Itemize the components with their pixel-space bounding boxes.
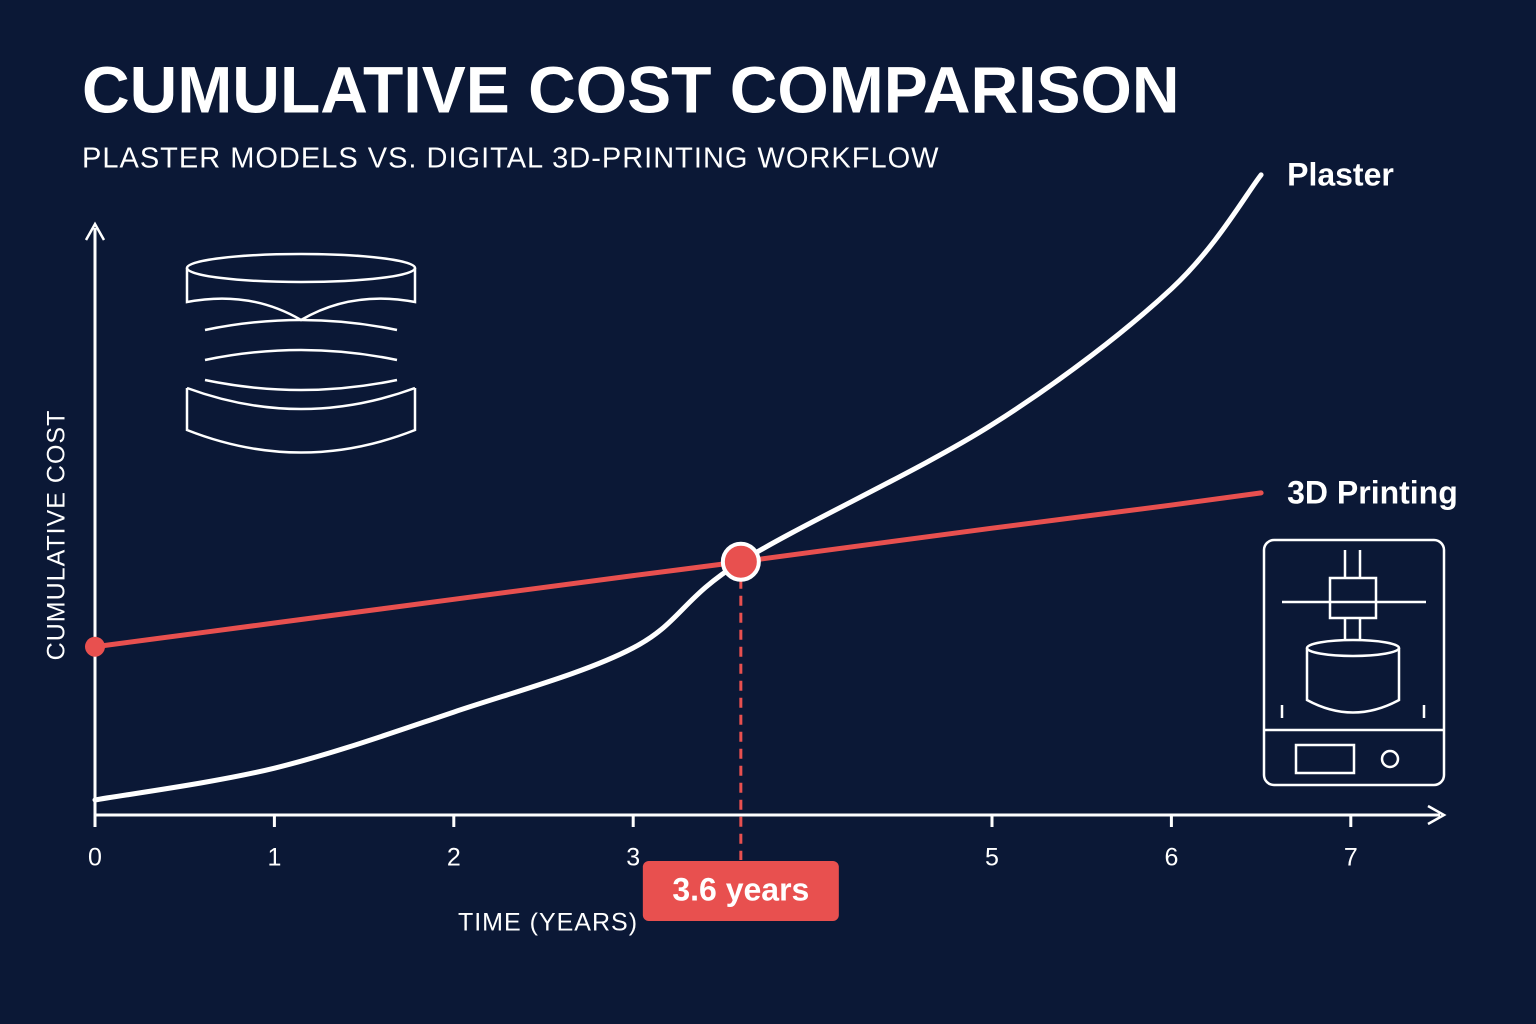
printer-icon — [1262, 538, 1446, 787]
annotation-box — [642, 861, 839, 921]
chart-title: CUMULATIVE COST COMPARISON — [82, 52, 1180, 126]
x-axis-arrow — [1427, 804, 1447, 826]
plaster-model-icon — [185, 252, 417, 454]
x-tick-label: 5 — [985, 844, 999, 872]
x-tick-label: 6 — [1164, 844, 1178, 872]
series-line — [92, 490, 1264, 650]
x-tick-label: 2 — [447, 844, 461, 872]
chart-subtitle: PLASTER MODELS VS. DIGITAL 3D-PRINTING W… — [82, 143, 940, 175]
series-line — [92, 172, 1264, 803]
x-tick-label: 3 — [626, 844, 640, 872]
annotation-label: 3.6 years — [672, 871, 809, 907]
y-axis-arrow — [84, 221, 106, 241]
crossover-point — [720, 541, 761, 582]
series-label: Plaster — [1287, 156, 1394, 192]
x-tick-label: 0 — [88, 844, 102, 872]
start-point — [85, 636, 105, 657]
x-tick-label: 7 — [1344, 844, 1358, 872]
series-label: 3D Printing — [1287, 474, 1458, 510]
x-axis-label: TIME (YEARS) — [458, 909, 638, 937]
y-axis-label: CUMULATIVE COST — [43, 410, 71, 661]
x-tick-label: 1 — [267, 844, 281, 872]
